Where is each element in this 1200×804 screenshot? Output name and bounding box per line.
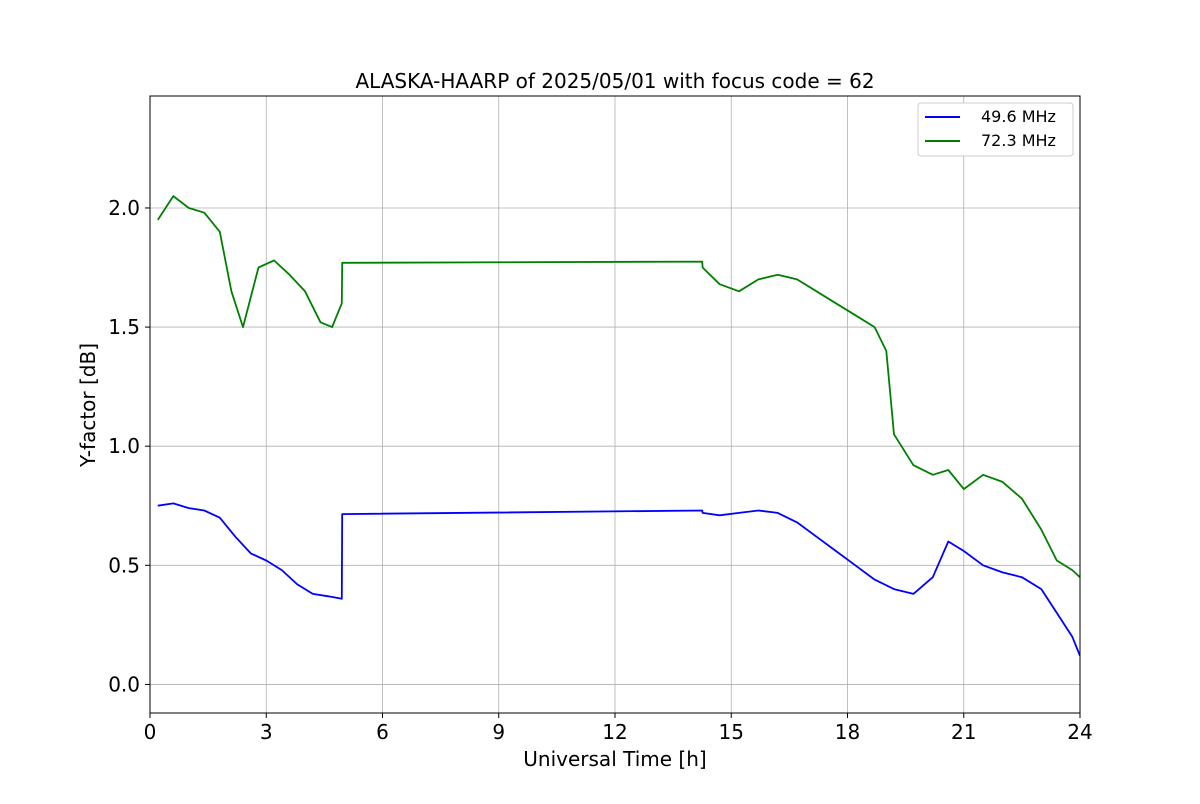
series-line-72-3-mhz [157, 195, 1080, 578]
series-layer [157, 195, 1080, 657]
x-tick-label: 21 [951, 720, 976, 744]
y-axis-label: Y-factor [dB] [76, 343, 100, 468]
x-tick-label: 12 [602, 720, 627, 744]
x-tick-label: 6 [376, 720, 389, 744]
x-tick-label: 15 [719, 720, 744, 744]
series-line-49-6-mhz [157, 502, 1080, 657]
x-axis-label: Universal Time [h] [523, 747, 706, 771]
x-tick-label: 0 [144, 720, 157, 744]
x-tick-label: 24 [1067, 720, 1092, 744]
y-tick-label: 0.5 [108, 553, 140, 577]
x-tick-label: 9 [492, 720, 505, 744]
legend-label-49-6: 49.6 MHz [981, 107, 1056, 126]
y-tick-label: 1.5 [108, 315, 140, 339]
legend-label-72-3: 72.3 MHz [981, 131, 1056, 150]
tick-layer: 0 3 6 9 12 15 18 21 24 0.0 0.5 1.0 1.5 2.0 [108, 196, 1093, 744]
x-tick-label: 18 [835, 720, 860, 744]
x-tick-label: 3 [260, 720, 273, 744]
y-tick-label: 1.0 [108, 434, 140, 458]
y-tick-label: 0.0 [108, 672, 140, 696]
legend: 49.6 MHz 72.3 MHz [917, 102, 1074, 157]
chart-title: ALASKA-HAARP of 2025/05/01 with focus co… [355, 69, 874, 93]
y-tick-label: 2.0 [108, 196, 140, 220]
